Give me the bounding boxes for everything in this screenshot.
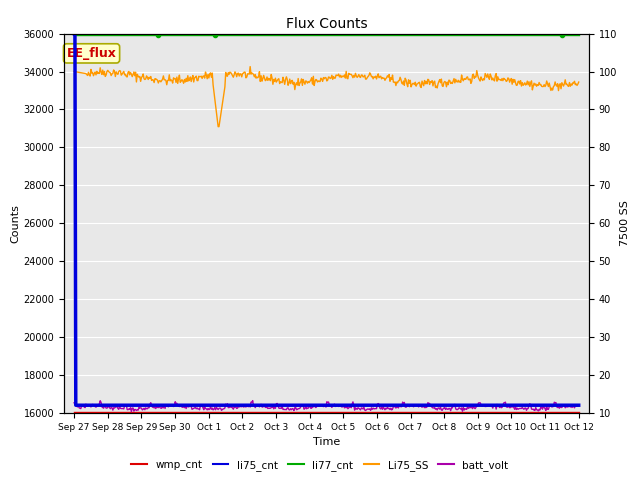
- Y-axis label: 7500 SS: 7500 SS: [620, 200, 630, 246]
- Y-axis label: Counts: Counts: [11, 204, 20, 242]
- Legend: wmp_cnt, li75_cnt, li77_cnt, Li75_SS, batt_volt: wmp_cnt, li75_cnt, li77_cnt, Li75_SS, ba…: [127, 456, 513, 475]
- Title: Flux Counts: Flux Counts: [285, 17, 367, 31]
- Text: EE_flux: EE_flux: [67, 47, 116, 60]
- X-axis label: Time: Time: [313, 437, 340, 447]
